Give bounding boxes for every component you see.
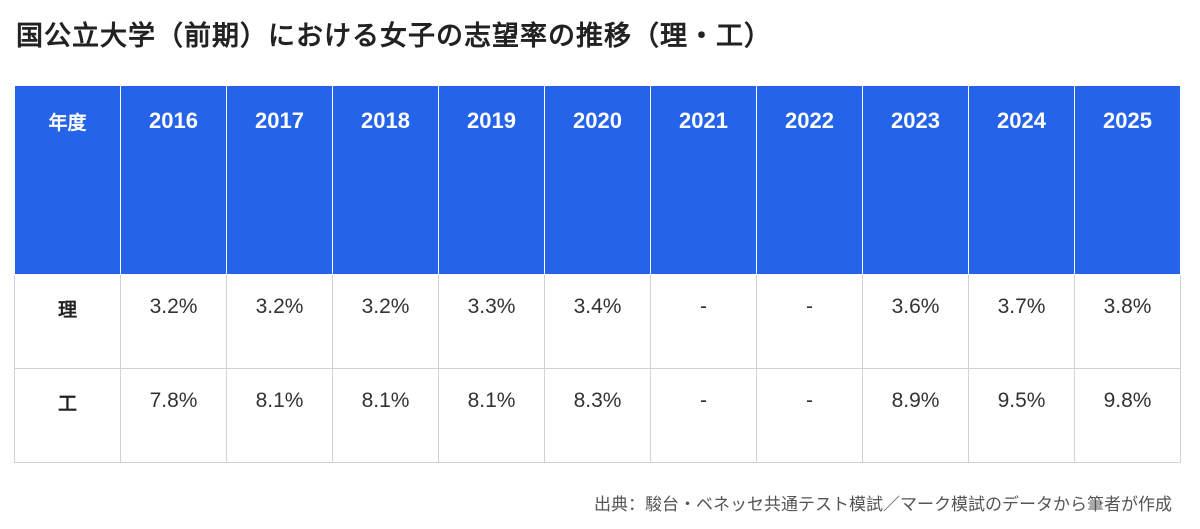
table-cell: 9.8% xyxy=(1074,368,1181,463)
header-year-2017: 2017 xyxy=(226,85,333,275)
header-year-2019: 2019 xyxy=(438,85,545,275)
header-year-label: 年度 xyxy=(14,85,121,275)
table-cell: 9.5% xyxy=(968,368,1075,463)
table-cell: 3.6% xyxy=(862,274,969,369)
table-header-row: 年度 2016 2017 2018 2019 2020 2021 2022 20… xyxy=(14,85,1181,275)
header-year-2020: 2020 xyxy=(544,85,651,275)
table-cell: 3.2% xyxy=(120,274,227,369)
table-row-engineering: 工 7.8% 8.1% 8.1% 8.1% 8.3% - - 8.9% 9.5%… xyxy=(14,368,1181,463)
table-cell: 8.1% xyxy=(332,368,439,463)
table-cell: 3.4% xyxy=(544,274,651,369)
source-note: 出典：駿台・ベネッセ共通テスト模試／マーク模試のデータから筆者が作成 xyxy=(594,495,1172,515)
table-cell: 8.1% xyxy=(226,368,333,463)
header-year-2023: 2023 xyxy=(862,85,969,275)
table-cell: 3.2% xyxy=(226,274,333,369)
header-year-2024: 2024 xyxy=(968,85,1075,275)
header-year-2016: 2016 xyxy=(120,85,227,275)
table-cell: 3.8% xyxy=(1074,274,1181,369)
header-year-2021: 2021 xyxy=(650,85,757,275)
table-cell: 3.7% xyxy=(968,274,1075,369)
table-cell: - xyxy=(650,274,757,369)
table-cell: - xyxy=(756,274,863,369)
table-cell: 8.1% xyxy=(438,368,545,463)
table-cell: - xyxy=(650,368,757,463)
table-cell: 8.3% xyxy=(544,368,651,463)
header-year-2025: 2025 xyxy=(1074,85,1181,275)
table-row-science: 理 3.2% 3.2% 3.2% 3.3% 3.4% - - 3.6% 3.7%… xyxy=(14,274,1181,369)
table-cell: 3.3% xyxy=(438,274,545,369)
table-cell: - xyxy=(756,368,863,463)
page-title: 国公立大学（前期）における女子の志望率の推移（理・工） xyxy=(16,21,772,52)
header-year-2022: 2022 xyxy=(756,85,863,275)
row-label: 理 xyxy=(14,274,121,369)
data-table: 年度 2016 2017 2018 2019 2020 2021 2022 20… xyxy=(14,85,1181,463)
table-cell: 7.8% xyxy=(120,368,227,463)
header-year-2018: 2018 xyxy=(332,85,439,275)
table-cell: 3.2% xyxy=(332,274,439,369)
table-cell: 8.9% xyxy=(862,368,969,463)
row-label: 工 xyxy=(14,368,121,463)
